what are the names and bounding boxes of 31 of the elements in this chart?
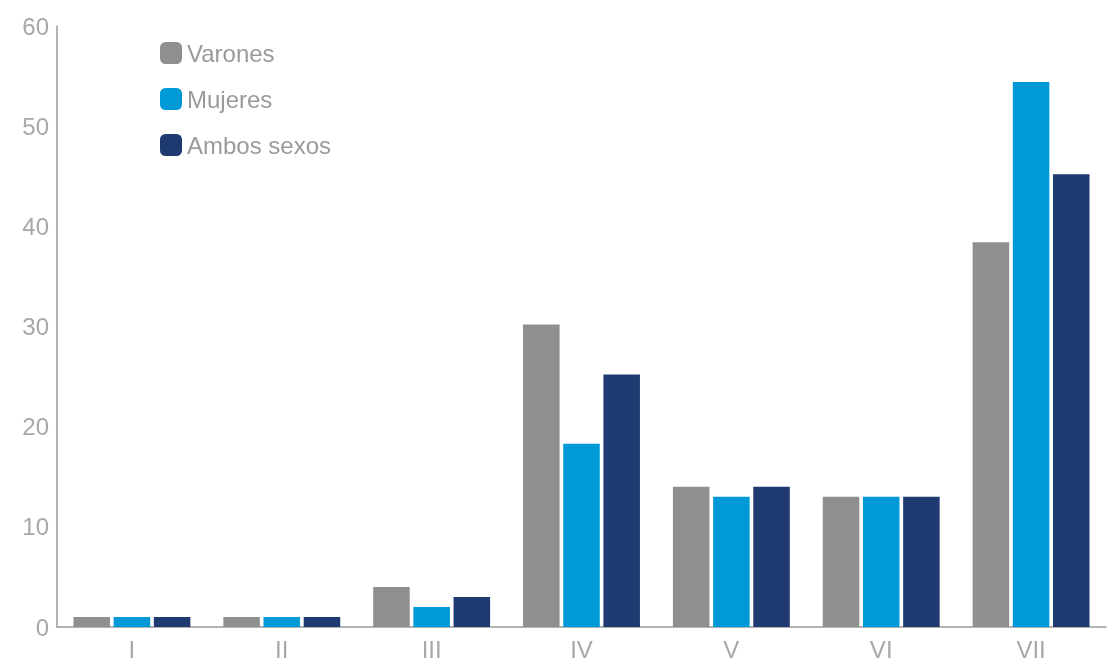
bar xyxy=(113,616,151,627)
y-tick-label: 60 xyxy=(22,12,49,40)
bar xyxy=(862,496,900,627)
y-tick-label: 50 xyxy=(22,112,49,140)
y-tick-label: 20 xyxy=(22,413,49,441)
x-tick-label: III xyxy=(421,635,442,663)
bar xyxy=(263,616,301,627)
bar xyxy=(603,374,640,627)
x-tick-label: IV xyxy=(570,635,593,663)
bar xyxy=(1012,82,1050,627)
y-tick-label: 0 xyxy=(35,613,49,641)
y-tick-label: 30 xyxy=(22,313,49,340)
legend-label: Mujeres xyxy=(187,85,273,113)
bar xyxy=(453,596,491,627)
legend-label: Varones xyxy=(187,39,275,67)
bar xyxy=(563,443,600,627)
x-tick-label: V xyxy=(723,635,740,663)
bar xyxy=(413,606,450,627)
x-tick-label: VII xyxy=(1016,635,1046,663)
bar xyxy=(1052,174,1090,627)
bar xyxy=(753,486,790,627)
x-tick-label: I xyxy=(128,635,136,663)
y-tick-label: 40 xyxy=(22,212,49,240)
x-tick-label: VI xyxy=(869,635,893,663)
y-tick-label: 10 xyxy=(22,513,49,541)
legend-label: Ambos sexos xyxy=(187,131,332,159)
bar xyxy=(903,496,940,627)
bar xyxy=(153,616,191,627)
bar xyxy=(303,616,341,627)
x-tick-label: II xyxy=(275,635,289,663)
bar xyxy=(713,496,750,627)
